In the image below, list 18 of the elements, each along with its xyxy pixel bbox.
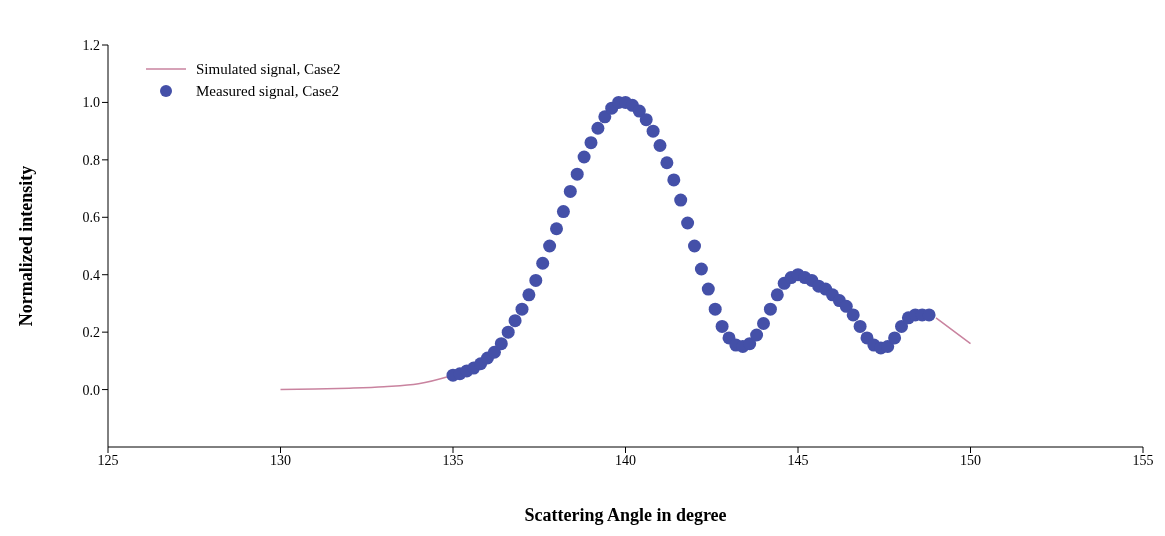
x-axis-title: Scattering Angle in degree xyxy=(524,505,727,525)
y-tick-label: 0.2 xyxy=(82,325,100,341)
x-tick-label: 130 xyxy=(270,452,291,468)
x-tick-label: 140 xyxy=(615,452,636,468)
y-tick-label: 0.4 xyxy=(82,267,100,283)
y-tick-label: 1.0 xyxy=(82,95,100,111)
y-axis-title: Normalized intensity xyxy=(16,165,37,327)
x-tick-label: 150 xyxy=(960,452,981,468)
y-tick-label: 0.8 xyxy=(82,152,100,168)
x-tick-label: 135 xyxy=(442,452,464,468)
x-tick-label: 125 xyxy=(97,452,119,468)
x-tick-label: 155 xyxy=(1132,452,1154,468)
legend-label: Measured signal, Case2 xyxy=(196,82,339,101)
x-tick-label: 145 xyxy=(787,452,809,468)
y-tick-label: 1.2 xyxy=(82,37,100,53)
y-tick-label: 0.6 xyxy=(82,210,100,226)
legend-label: Simulated signal, Case2 xyxy=(196,60,341,79)
y-tick-label: 0.0 xyxy=(82,382,100,398)
